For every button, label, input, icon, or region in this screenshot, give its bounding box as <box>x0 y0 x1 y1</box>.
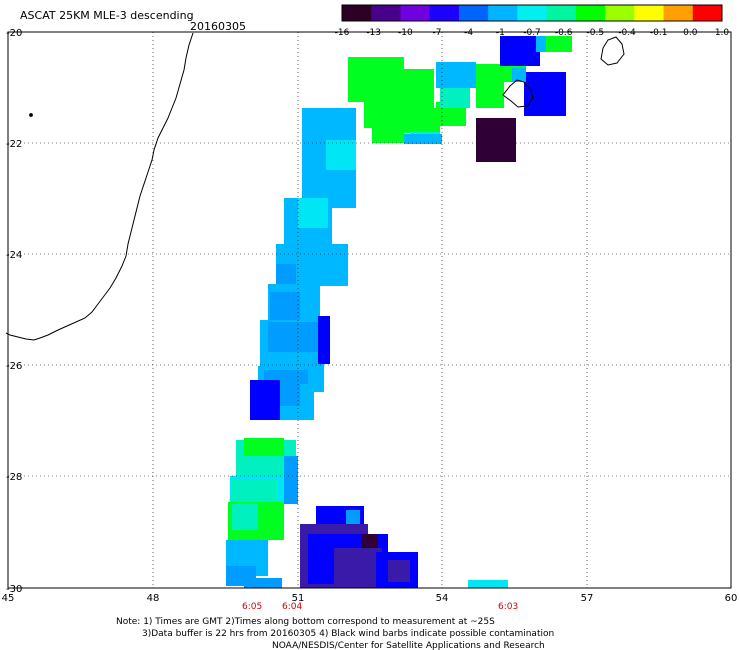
swath-cell <box>318 316 330 364</box>
colorbar-label: 0.0 <box>683 28 698 38</box>
madagascar-coast <box>5 32 194 341</box>
islet-dot <box>29 113 33 117</box>
swath-cell <box>536 36 548 52</box>
x-tick-label: 51 <box>292 593 305 604</box>
swath-cell <box>316 244 348 286</box>
colorbar-label: -1 <box>496 28 505 38</box>
colorbar-label: 1.0 <box>715 28 730 38</box>
colorbar-label: -0.6 <box>555 28 573 38</box>
y-tick-label: -28 <box>6 472 22 483</box>
swath-cell <box>298 198 328 228</box>
swath-cell <box>284 456 298 504</box>
time-label-east: 6:03 <box>498 602 518 612</box>
swath-cell <box>268 322 320 352</box>
colorbar-swatch <box>488 5 518 21</box>
y-tick-label: -24 <box>6 250 22 261</box>
swath-cell <box>372 128 404 143</box>
swath-cell <box>232 504 258 530</box>
swath-cell <box>512 68 526 82</box>
swath-cell <box>362 534 378 552</box>
graticule <box>8 32 731 588</box>
swath-cell <box>404 69 434 109</box>
swath-cell <box>244 578 282 588</box>
colorbar-swatch <box>605 5 635 21</box>
colorbar-label: -0.5 <box>587 28 605 38</box>
colorbar-frame <box>341 4 723 22</box>
wind-swath <box>226 36 572 588</box>
swath-cell <box>500 36 540 66</box>
colorbar-swatch <box>371 5 401 21</box>
colorbar-swatch <box>400 5 431 21</box>
y-tick-label: -20 <box>6 28 22 39</box>
colorbar-swatch <box>575 5 606 21</box>
swath-cell <box>232 480 278 502</box>
swath-cell <box>312 108 356 122</box>
y-tick-label: -30 <box>6 584 22 595</box>
colorbar-label: -13 <box>366 28 381 38</box>
note-line-1: Note: 1) Times are GMT 2)Times along bot… <box>116 617 495 627</box>
x-tick-label: 48 <box>147 593 160 604</box>
colorbar-swatch <box>429 5 460 21</box>
time-label-middle: 6:04 <box>282 602 302 612</box>
colorbar-swatch <box>663 5 694 21</box>
colorbar-label: -7 <box>433 28 442 38</box>
swath-cell <box>388 560 410 582</box>
x-tick-label: 60 <box>725 593 738 604</box>
colorbar-label: -4 <box>464 28 473 38</box>
colorbar-label: -0.4 <box>618 28 636 38</box>
colorbar-swatch <box>692 5 723 21</box>
swath-cell <box>348 57 404 102</box>
swath-cell <box>270 292 300 322</box>
time-label-west: 6:05 <box>242 602 262 612</box>
map-date: 20160305 <box>190 20 246 33</box>
colorbar-swatch <box>546 5 577 21</box>
colorbar-swatch <box>458 5 489 21</box>
swath-cell <box>524 72 566 116</box>
swath-cell <box>546 36 572 52</box>
colorbar-swatch <box>517 5 548 21</box>
colorbar-label: -10 <box>398 28 413 38</box>
mauritius-coast <box>502 79 534 108</box>
swath-cell <box>404 108 440 133</box>
colorbar: -16 -13 -10 -7 -4 -1 -0.7 -0.6 -0.5 -0.4 -0.1 0.0 1.… <box>335 4 730 38</box>
swath-cell <box>440 86 470 108</box>
note-line-2: 3)Data buffer is 22 hrs from 20160305 4)… <box>142 629 554 639</box>
y-tick-label: -22 <box>6 139 22 150</box>
swath-cell <box>250 380 280 420</box>
swath-cell <box>326 140 356 170</box>
note-line-3: NOAA/NESDIS/Center for Satellite Applica… <box>272 641 545 650</box>
x-tick-label: 54 <box>436 593 449 604</box>
swath-cell <box>280 382 300 406</box>
plot-frame <box>7 31 732 589</box>
colorbar-label: -0.7 <box>523 28 541 38</box>
swath-cell <box>476 118 516 162</box>
swath-cell <box>436 62 476 88</box>
map-title: ASCAT 25KM MLE-3 descending <box>20 9 194 22</box>
x-tick-label: 57 <box>581 593 594 604</box>
swath-cell <box>244 438 284 456</box>
swath-cell <box>468 580 508 588</box>
y-tick-label: -26 <box>6 361 22 372</box>
coastlines <box>5 32 625 341</box>
colorbar-label: -0.1 <box>650 28 668 38</box>
reunion-coast <box>600 36 625 66</box>
x-tick-label: 45 <box>2 593 15 604</box>
colorbar-label: -16 <box>335 28 350 38</box>
swath-cell <box>476 64 504 108</box>
swath-cell <box>276 264 296 284</box>
colorbar-swatch <box>634 5 665 21</box>
swath-cell <box>364 100 404 128</box>
colorbar-swatch <box>342 5 372 21</box>
swath-cell <box>334 548 382 588</box>
swath-cell <box>404 134 442 144</box>
